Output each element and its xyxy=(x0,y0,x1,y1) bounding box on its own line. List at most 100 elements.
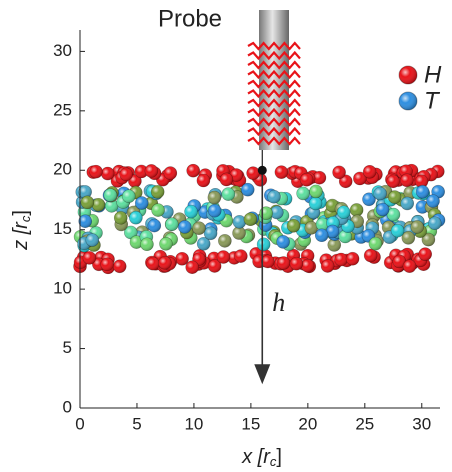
bead-shine xyxy=(386,174,400,188)
bead-shine xyxy=(296,186,310,200)
y-label-part: c xyxy=(18,215,33,222)
bead-shine xyxy=(216,250,230,264)
y-label-part: z [ xyxy=(10,226,32,251)
bead-shine xyxy=(85,233,99,247)
bead-shine xyxy=(301,259,315,273)
bead-shine xyxy=(197,237,211,251)
y-label-part: ] xyxy=(10,210,32,216)
bilayer xyxy=(73,163,446,275)
bead-shine xyxy=(129,211,143,225)
bead-shine xyxy=(159,237,173,251)
y-label-part: r xyxy=(10,221,32,229)
bead-shine xyxy=(151,185,165,199)
bead-shine xyxy=(165,217,179,231)
bead-shine xyxy=(119,167,133,181)
probe-chain xyxy=(247,79,301,89)
bead-shine xyxy=(178,220,192,234)
bead-shine xyxy=(363,165,377,179)
bead-shine xyxy=(289,257,303,271)
x-tick-label: 10 xyxy=(184,414,203,433)
bead-shine xyxy=(421,233,435,247)
bead-shine xyxy=(321,259,335,273)
bead-shine xyxy=(267,190,281,204)
probe-chain xyxy=(247,69,301,80)
bead-shine xyxy=(147,219,161,233)
probe-chain xyxy=(247,98,301,108)
bead-shine xyxy=(113,259,127,273)
y-tick-label: 30 xyxy=(53,41,72,60)
bead-shine xyxy=(315,228,329,242)
x-tick-label: 0 xyxy=(75,414,84,433)
legend-label: T xyxy=(424,87,441,114)
bead-shine xyxy=(287,219,301,233)
bead-shine xyxy=(151,203,165,217)
bead-shine xyxy=(276,235,290,249)
bead-shine xyxy=(234,249,248,263)
bead-shine xyxy=(274,165,288,179)
bead-shine xyxy=(135,196,149,210)
probe-chain xyxy=(247,60,301,70)
bead-shine xyxy=(416,185,430,199)
probe-chains xyxy=(247,41,301,146)
bead-shine xyxy=(309,196,323,210)
bead-shine xyxy=(221,187,235,201)
bead-shine xyxy=(140,237,154,251)
x-label-part: c xyxy=(270,454,277,469)
bead-shine xyxy=(232,226,246,240)
probe-chain xyxy=(247,88,301,99)
bead-shine xyxy=(184,205,198,219)
bead-shine xyxy=(91,198,105,212)
bead-shine xyxy=(332,165,346,179)
bead-shine xyxy=(277,256,291,270)
y-tick-label: 10 xyxy=(53,279,72,298)
bead-shine xyxy=(388,190,402,204)
bead-shine xyxy=(362,192,376,206)
bead-shine xyxy=(207,191,221,205)
bead-shine xyxy=(122,189,136,203)
bead-shine xyxy=(353,171,367,185)
x-axis-label: x [rc] xyxy=(241,446,282,469)
bead-shine xyxy=(350,203,364,217)
bead-shine xyxy=(326,224,340,238)
bead-shine xyxy=(229,168,243,182)
bead-shine xyxy=(163,166,177,180)
bead-shine xyxy=(101,167,115,181)
bead-shine xyxy=(114,211,128,225)
bead-shine xyxy=(364,248,378,262)
bead-shine xyxy=(100,257,114,271)
bead-shine xyxy=(105,199,119,213)
bead-shine xyxy=(418,247,432,261)
bead-shine xyxy=(80,195,94,209)
bead-shine xyxy=(415,174,429,188)
probe-chain xyxy=(247,41,301,51)
bead-shine xyxy=(232,215,246,229)
bead-shine xyxy=(78,185,92,199)
bead-shine xyxy=(346,252,360,266)
bead-shine xyxy=(270,205,284,219)
x-label-part: x [ xyxy=(241,446,266,468)
bead-shine xyxy=(403,259,417,273)
probe-label: Probe xyxy=(158,5,222,32)
x-tick-label: 25 xyxy=(355,414,374,433)
bead-shine xyxy=(386,208,400,222)
bead-shine xyxy=(89,165,103,179)
bead-shine xyxy=(208,259,222,273)
bead-shine xyxy=(82,251,96,265)
bead-shine xyxy=(129,235,143,249)
bead-shine xyxy=(158,256,172,270)
bead-shine xyxy=(243,212,257,226)
x-label-part: r xyxy=(263,446,271,468)
bead-shine xyxy=(376,203,390,217)
x-tick-label: 15 xyxy=(241,414,260,433)
bead-shine xyxy=(78,214,92,228)
y-tick-label: 20 xyxy=(53,160,72,179)
bead-shine xyxy=(196,174,210,188)
probe-chain xyxy=(247,107,301,118)
bead-shine xyxy=(219,172,233,186)
bead-shine xyxy=(401,231,415,245)
bead-shine xyxy=(426,194,440,208)
bead-shine xyxy=(300,173,314,187)
bead-shine xyxy=(410,220,424,234)
bead-shine xyxy=(246,166,260,180)
